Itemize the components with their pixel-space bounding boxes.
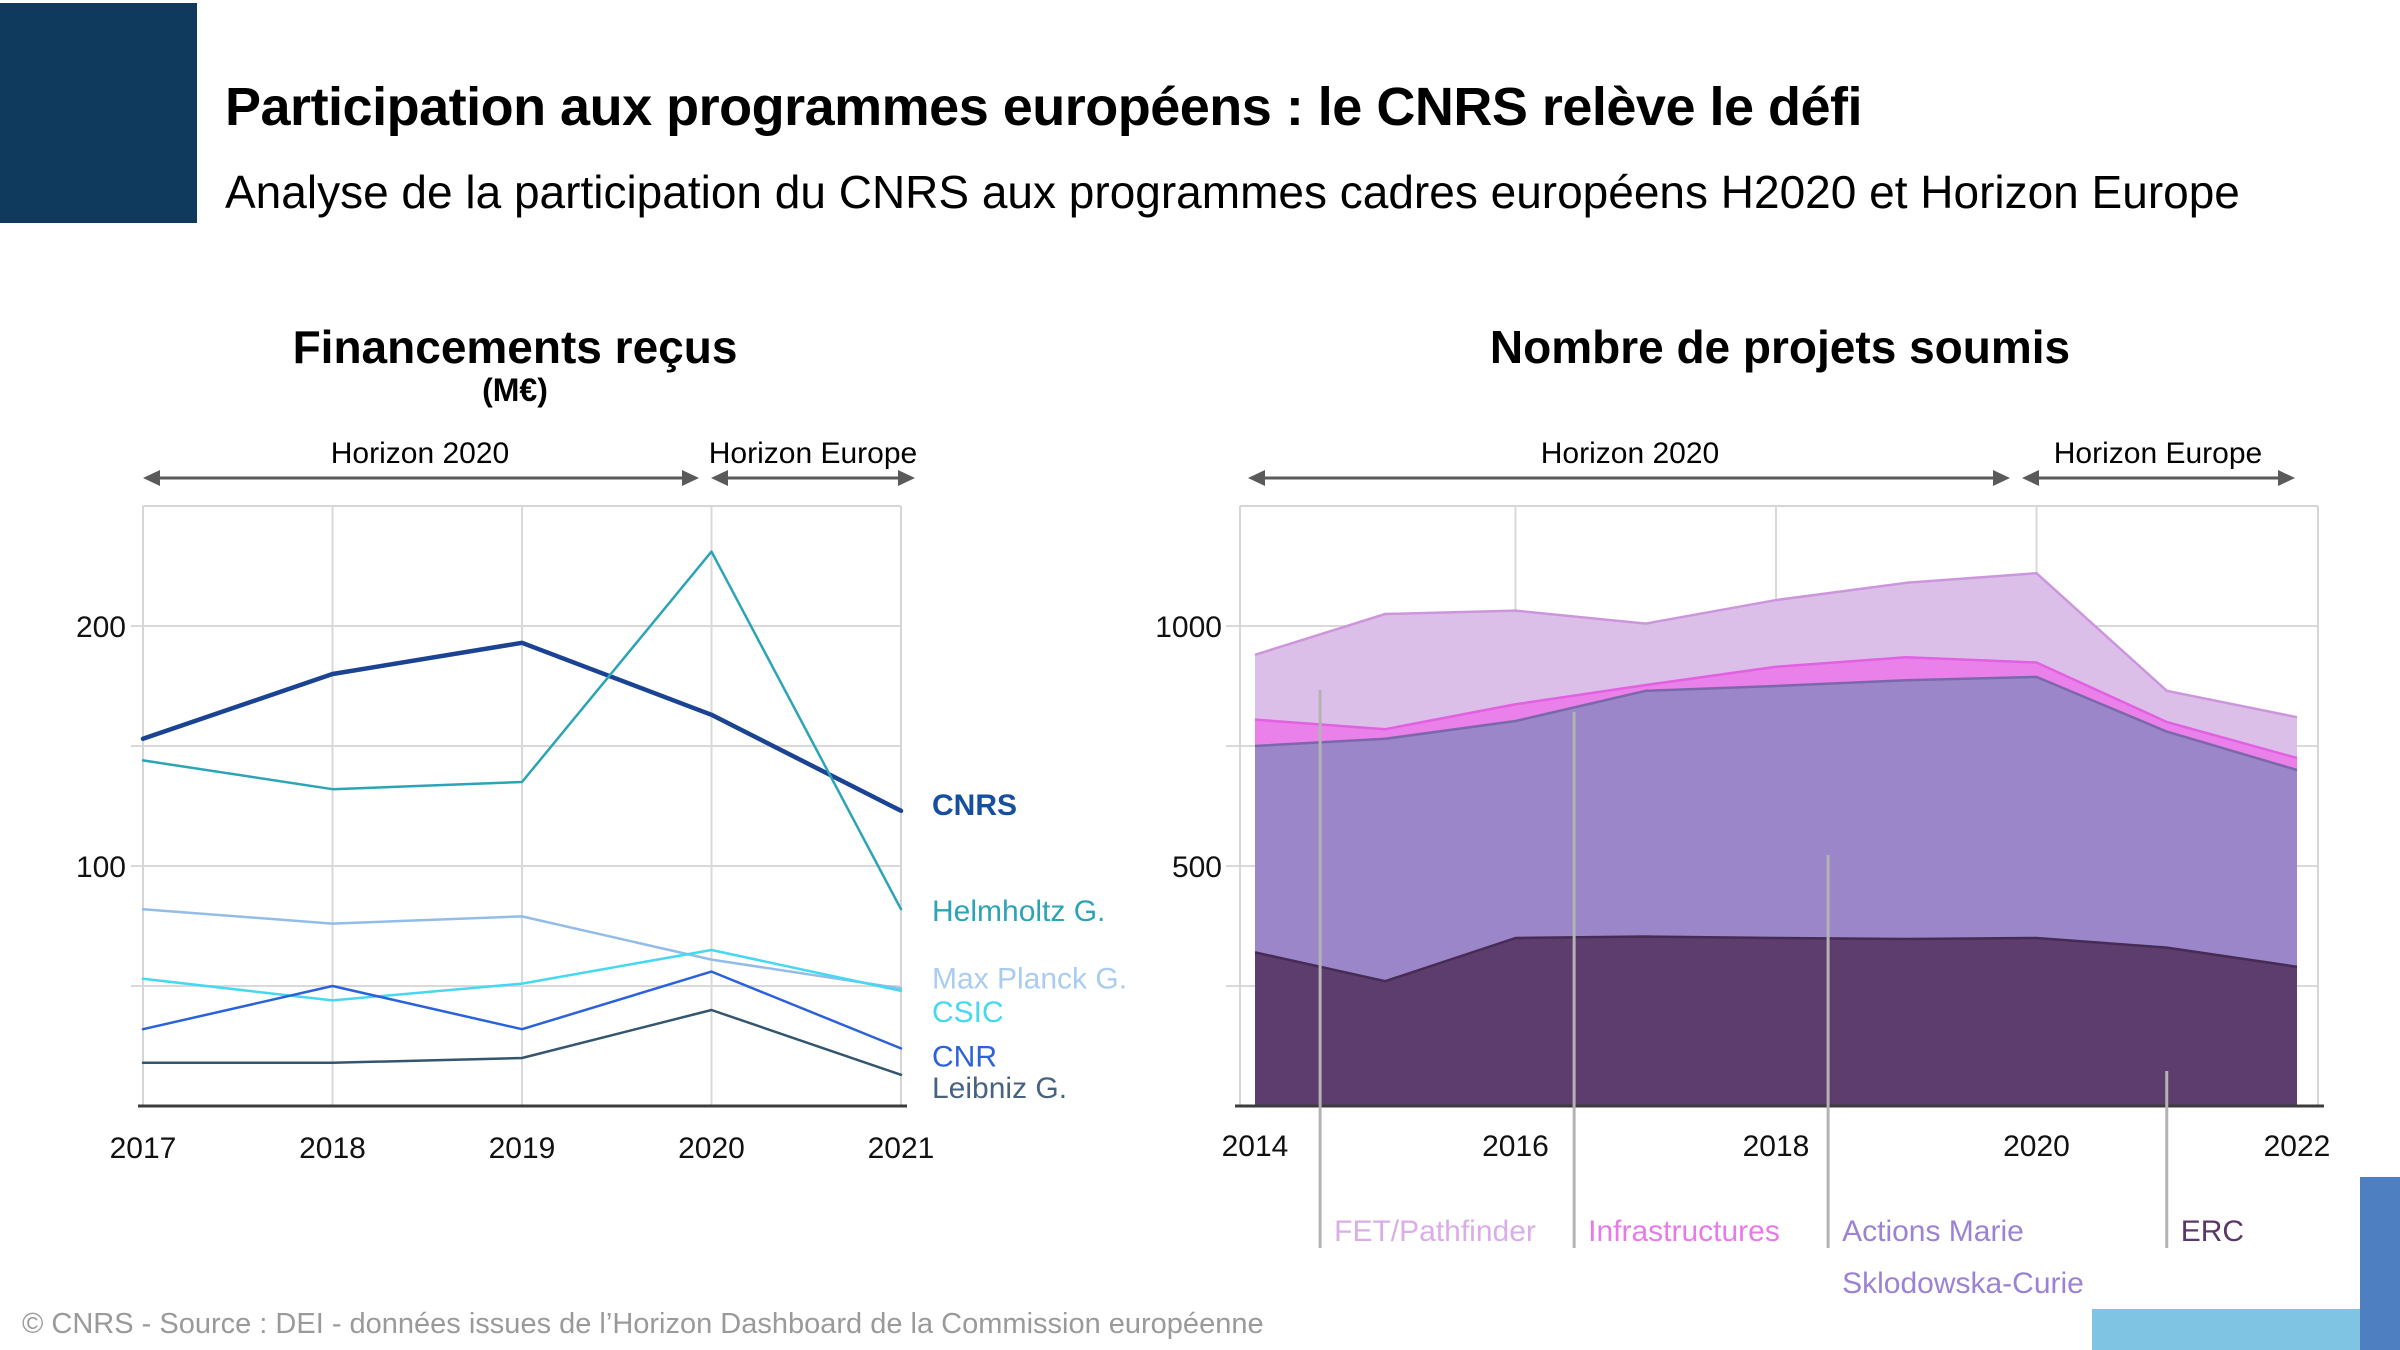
era-arrowhead: [1993, 470, 2010, 486]
era-arrowhead: [682, 470, 699, 486]
series-label: Helmholtz G.: [932, 895, 1105, 928]
y-tick-label: 1000: [1155, 611, 1222, 644]
era-label-horizon2020-left: Horizon 2020: [330, 437, 510, 470]
series-line-max-planck-g-: [141, 907, 903, 990]
x-tick-label: 2016: [1482, 1130, 1549, 1163]
series-line-cnr: [141, 970, 903, 1050]
era-arrowhead: [2022, 470, 2039, 486]
x-tick-label: 2018: [1743, 1130, 1810, 1163]
series-line-cnrs: [140, 640, 904, 814]
footer-credit: © CNRS - Source : DEI - données issues d…: [22, 1308, 1264, 1340]
left-chart-unit-label: (M€): [482, 372, 548, 408]
x-tick-label: 2022: [2264, 1130, 2331, 1163]
page-subtitle: Analyse de la participation du CNRS aux …: [225, 166, 2240, 218]
x-tick-label: 2014: [1222, 1130, 1289, 1163]
page-title: Participation aux programmes européens :…: [225, 77, 1863, 137]
slide-accent-block: [0, 3, 197, 223]
stack-area-edge: [1254, 571, 2298, 719]
era-label-horizoneurope-right: Horizon Europe: [2053, 437, 2263, 470]
x-tick-label: 2021: [868, 1132, 935, 1165]
era-arrowhead: [898, 470, 915, 486]
era-arrowhead: [711, 470, 728, 486]
series-label: Leibniz G.: [932, 1072, 1067, 1105]
y-tick-label: 100: [76, 851, 126, 884]
annotation-label: ERC: [2181, 1215, 2244, 1248]
y-tick-label: 500: [1172, 851, 1222, 884]
series-label: Max Planck G.: [932, 962, 1127, 995]
stack-area-edge: [1254, 935, 2298, 983]
x-tick-label: 2020: [2003, 1130, 2070, 1163]
right-chart-title: Nombre de projets soumis: [1489, 321, 2071, 373]
era-arrowhead: [2278, 470, 2295, 486]
series-line-csic: [141, 948, 903, 1002]
left-chart-title: Financements reçus: [292, 321, 738, 373]
stack-area-edge: [1254, 655, 2298, 760]
submitted-projects-area-chart: FET/Pathfinder Infrastructures Actions Mar…: [1155, 470, 2331, 1300]
x-tick-label: 2019: [489, 1132, 556, 1165]
series-line-helmholtz-g-: [141, 550, 903, 911]
stack-area-edge: [1254, 675, 2298, 772]
era-label-horizon2020-right: Horizon 2020: [1540, 437, 1720, 470]
era-arrowhead: [1248, 470, 1265, 486]
series-label: CNRS: [932, 789, 1017, 822]
series-label: CNR: [932, 1040, 997, 1073]
funding-line-chart: CNRS Helmholtz G. Max Planck G.CSIC CNRLeib…: [76, 470, 1127, 1165]
era-arrowhead: [143, 470, 160, 486]
x-tick-label: 2018: [299, 1132, 366, 1165]
series-line-leibniz-g-: [141, 1008, 903, 1077]
annotation-label: Actions Marie Sklodowska-Curie: [1842, 1215, 2084, 1300]
annotation-label: FET/Pathfinder: [1334, 1215, 1536, 1248]
decor-bar-steelblue: [2360, 1177, 2400, 1350]
stack-area-erc: [1255, 936, 2297, 1106]
x-tick-label: 2020: [678, 1132, 745, 1165]
series-label: CSIC: [932, 996, 1004, 1029]
era-label-horizoneurope-left: Horizon Europe: [708, 437, 918, 470]
y-tick-label: 200: [76, 611, 126, 644]
x-tick-label: 2017: [110, 1132, 177, 1165]
annotation-label: Infrastructures: [1588, 1215, 1780, 1248]
decor-bar-lightblue: [2092, 1309, 2360, 1350]
